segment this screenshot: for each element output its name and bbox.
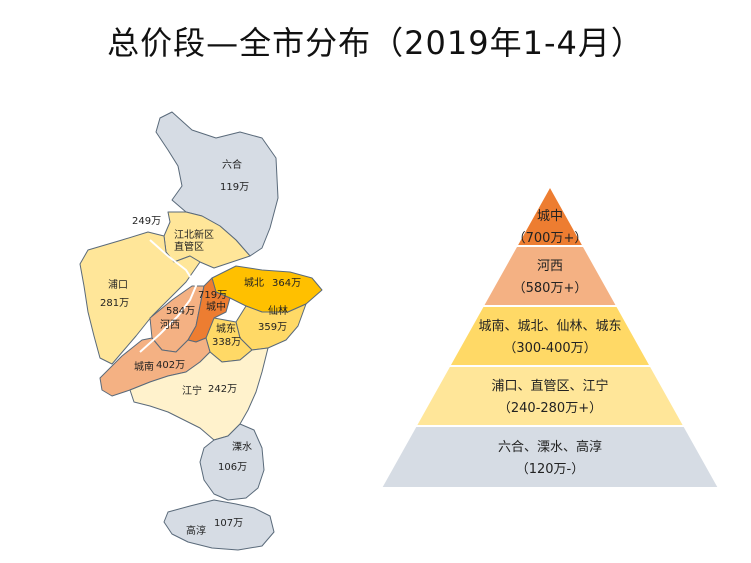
label-liuhe-name: 六合: [222, 158, 242, 171]
label-chengzhong-value: 719万: [198, 290, 227, 301]
district-lishui[interactable]: [199, 423, 265, 501]
label-pukou-name: 浦口: [108, 278, 128, 291]
label-chengnan-name: 城南: [134, 360, 154, 373]
label-jiangbei-total: 249万: [132, 216, 161, 227]
page-title: 总价段—全市分布（2019年1-4月）: [107, 24, 644, 62]
pyramid-tier-2-range: （580万+）: [513, 281, 588, 296]
label-hexi-name: 河西: [160, 319, 180, 331]
pyramid-tier-4-range: （240-280万+）: [498, 401, 602, 416]
district-map: [79, 111, 323, 551]
label-chengbei-value: 364万: [272, 278, 301, 289]
label-lishui-name: 溧水: [232, 440, 252, 453]
label-jiangning-name: 江宁: [182, 384, 202, 397]
label-lishui-value: 106万: [218, 462, 247, 473]
label-jiangbei-name2: 直管区: [174, 240, 204, 253]
pyramid-tier-1-range: （700万+）: [513, 231, 588, 246]
pyramid-tier-2-label: 河西: [537, 259, 563, 274]
label-xianlin-value: 359万: [258, 322, 287, 333]
district-pukou[interactable]: [79, 231, 201, 365]
district-chengzhong[interactable]: [187, 277, 231, 343]
pyramid-tier-5: [379, 425, 721, 489]
pyramid-tier-4: [413, 365, 687, 427]
label-gaochun-name: 高淳: [186, 524, 206, 537]
river-line: [139, 239, 198, 353]
label-chengnan-value: 402万: [156, 360, 185, 371]
district-chengnan[interactable]: [99, 337, 211, 397]
label-jiangbei-name1: 江北新区: [174, 228, 214, 241]
label-liuhe-value: 119万: [220, 182, 249, 193]
label-chengdong-name: 城东: [216, 322, 236, 335]
label-chengdong-value: 338万: [212, 337, 241, 348]
label-chengzhong-name: 城中: [206, 300, 226, 313]
label-pukou-value: 281万: [100, 298, 129, 309]
map-labels: 六合 119万 249万 江北新区 直管区 浦口 281万 城北 364万 71…: [100, 158, 301, 537]
pyramid-tier-3-label: 城南、城北、仙林、城东: [478, 318, 621, 334]
pyramid-tier-3: [447, 305, 653, 367]
label-gaochun-value: 107万: [214, 518, 243, 529]
label-jiangning-value: 242万: [208, 384, 237, 395]
pyramid-tier-5-range: （120万-）: [516, 462, 585, 477]
pyramid-tier-3-range: （300-400万）: [503, 341, 596, 356]
label-chengbei-name: 城北: [244, 277, 264, 289]
price-pyramid: 城中 （700万+） 河西 （580万+） 城南、城北、仙林、城东 （300-400万） 浦…: [379, 183, 721, 489]
label-xianlin-name: 仙林: [268, 304, 288, 317]
district-gaochun[interactable]: [163, 499, 275, 551]
pyramid-tier-4-label: 浦口、直管区、江宁: [491, 378, 608, 394]
pyramid-tier-1-label: 城中: [537, 209, 563, 224]
pyramid-tier-2: [481, 245, 619, 307]
district-jiangning[interactable]: [129, 347, 269, 441]
pyramid-tier-5-label: 六合、溧水、高淳: [498, 439, 602, 455]
label-hexi-value: 584万: [166, 306, 195, 317]
